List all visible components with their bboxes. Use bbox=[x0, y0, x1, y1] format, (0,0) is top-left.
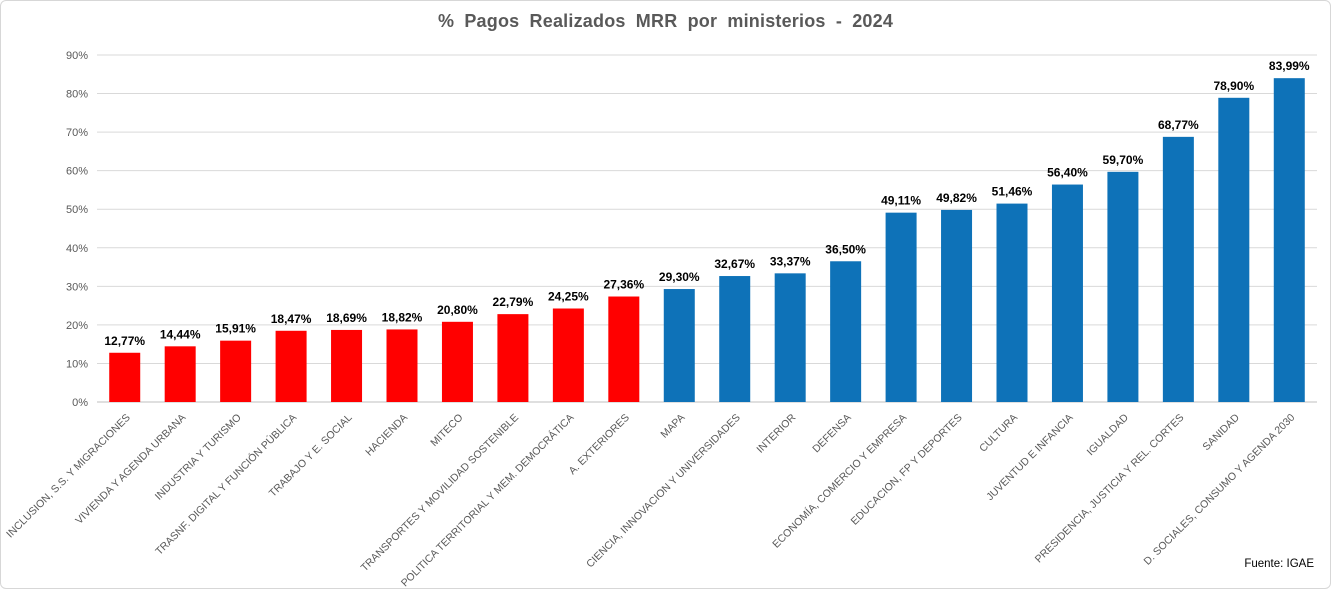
value-label: 18,82% bbox=[382, 310, 423, 324]
category-label: MAPA bbox=[658, 412, 687, 441]
y-tick-label: 60% bbox=[66, 166, 88, 178]
value-label: 29,30% bbox=[659, 270, 700, 284]
bar bbox=[885, 212, 917, 402]
value-label: 56,40% bbox=[1047, 166, 1088, 180]
value-label: 59,70% bbox=[1103, 153, 1144, 167]
category-label: DEFENSA bbox=[810, 412, 854, 456]
value-label: 27,36% bbox=[603, 278, 644, 292]
category-label: INTERIOR bbox=[754, 411, 798, 455]
value-label: 49,82% bbox=[936, 191, 977, 205]
value-label: 32,67% bbox=[714, 257, 755, 271]
bar bbox=[109, 352, 141, 402]
category-label: CULTURA bbox=[977, 412, 1020, 455]
bar bbox=[220, 340, 252, 402]
bar bbox=[1162, 136, 1194, 402]
value-label: 22,79% bbox=[493, 295, 534, 309]
bar bbox=[1273, 78, 1305, 403]
value-label: 18,47% bbox=[271, 312, 312, 326]
bar bbox=[996, 203, 1028, 402]
value-label: 68,77% bbox=[1158, 118, 1199, 132]
bar bbox=[719, 276, 751, 402]
value-label: 24,25% bbox=[548, 290, 589, 304]
bar bbox=[441, 321, 473, 402]
value-label: 83,99% bbox=[1269, 59, 1310, 73]
value-label: 36,50% bbox=[825, 242, 866, 256]
category-label: IGUALDAD bbox=[1085, 411, 1132, 458]
bar bbox=[331, 329, 363, 402]
y-tick-label: 70% bbox=[66, 127, 88, 139]
value-label: 78,90% bbox=[1213, 79, 1254, 93]
bar bbox=[497, 314, 529, 402]
value-label: 33,37% bbox=[770, 254, 811, 268]
bar bbox=[663, 289, 695, 402]
y-tick-label: 40% bbox=[66, 243, 88, 255]
category-label: INCLUSION, S.S. Y MIGRACIONES bbox=[4, 412, 133, 541]
y-tick-label: 90% bbox=[66, 50, 88, 62]
bar bbox=[941, 209, 973, 402]
y-tick-label: 80% bbox=[66, 89, 88, 101]
value-label: 18,69% bbox=[326, 311, 367, 325]
y-tick-label: 30% bbox=[66, 281, 88, 293]
bar bbox=[1051, 184, 1083, 402]
bar bbox=[164, 346, 196, 402]
category-label: HACIENDA bbox=[363, 412, 410, 459]
value-label: 20,80% bbox=[437, 303, 478, 317]
y-tick-label: 10% bbox=[66, 358, 88, 370]
bar bbox=[275, 330, 307, 402]
value-label: 14,44% bbox=[160, 327, 201, 341]
y-tick-label: 20% bbox=[66, 320, 88, 332]
category-label: EDUCACION, FP Y DEPORTES bbox=[849, 412, 965, 528]
bar bbox=[1107, 171, 1139, 402]
bar bbox=[830, 261, 862, 402]
value-label: 51,46% bbox=[992, 185, 1033, 199]
source-label: Fuente: IGAE bbox=[1244, 558, 1314, 570]
value-label: 12,77% bbox=[104, 334, 145, 348]
bar bbox=[608, 296, 640, 402]
chart-title: % Pagos Realizados MRR por ministerios -… bbox=[437, 11, 894, 31]
y-tick-label: 50% bbox=[66, 204, 88, 216]
category-label: SANIDAD bbox=[1200, 411, 1242, 453]
value-label: 15,91% bbox=[215, 322, 256, 336]
y-tick-label: 0% bbox=[72, 397, 88, 409]
category-label: A. EXTERIORES bbox=[567, 412, 632, 477]
bar bbox=[552, 308, 584, 402]
bar bbox=[1218, 97, 1250, 403]
value-label: 49,11% bbox=[881, 194, 921, 208]
bar bbox=[774, 273, 806, 402]
category-label: VIVIENDA Y AGENDA URBANA bbox=[73, 412, 188, 527]
bar bbox=[386, 329, 418, 402]
category-label: MITECO bbox=[428, 412, 465, 449]
